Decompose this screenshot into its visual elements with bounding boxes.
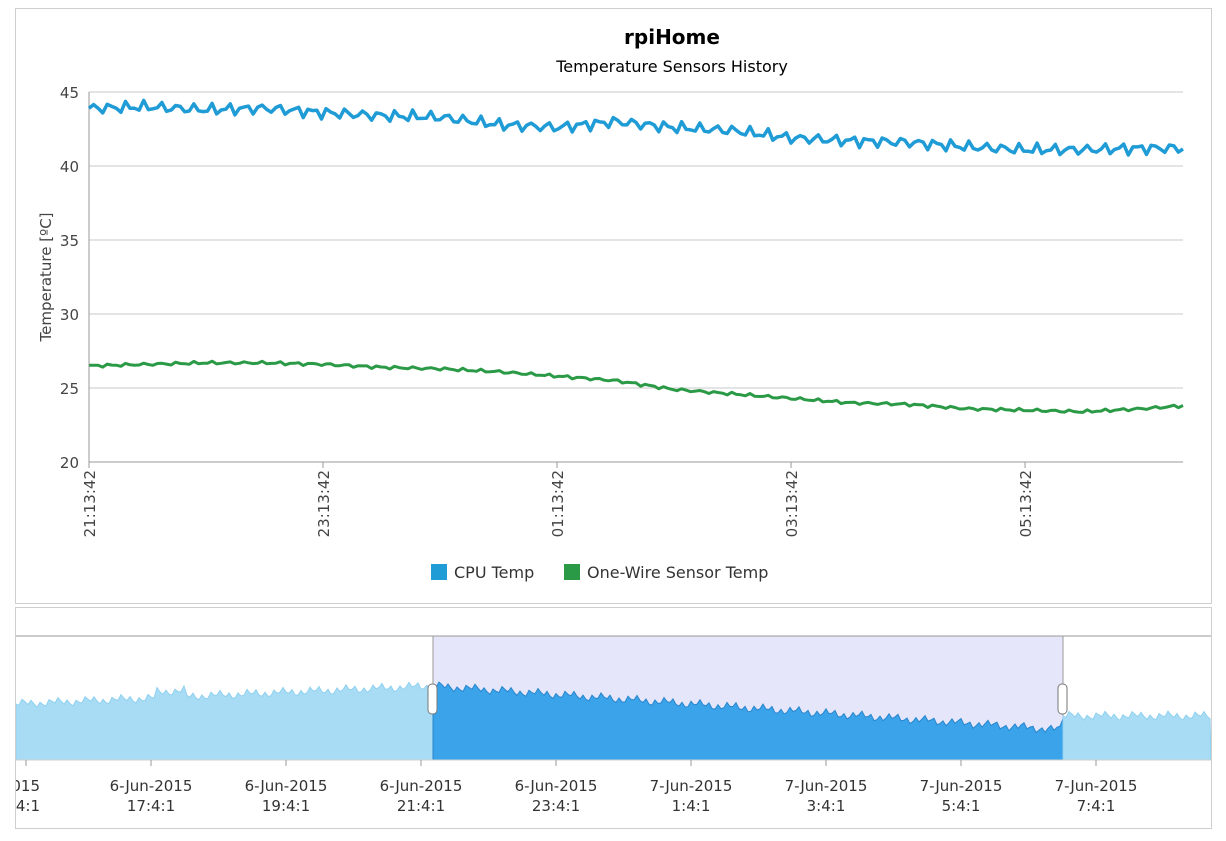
legend-item-one-wire-temp[interactable]: One-Wire Sensor Temp [564, 563, 768, 582]
legend-label-one-wire: One-Wire Sensor Temp [587, 563, 768, 582]
series-line-cpu-temp [89, 100, 1183, 155]
x-tick-label: 05:13:42 [1017, 470, 1035, 537]
range-navigator[interactable]: -2015 4:1 6-Jun-2015 17:4:1 6-Jun-2015 19:4:1… [15, 607, 1212, 829]
navigator-label-time: 21:4:1 [397, 797, 445, 815]
navigator-label-date: 7-Jun-2015 [785, 777, 868, 795]
navigator-left-handle[interactable] [428, 684, 437, 714]
series-lines [89, 100, 1183, 412]
legend[interactable]: CPU Temp One-Wire Sensor Temp [431, 563, 768, 582]
navigator-label-date: -2015 [16, 777, 40, 795]
navigator-label-date: 7-Jun-2015 [920, 777, 1003, 795]
y-tick-label: 30 [60, 306, 79, 324]
navigator-label-date: 6-Jun-2015 [515, 777, 598, 795]
chart-title: rpiHome [624, 25, 720, 49]
legend-swatch-one-wire [564, 564, 580, 580]
navigator-label-date: 6-Jun-2015 [110, 777, 193, 795]
navigator-area-left [16, 682, 433, 760]
navigator-axis-labels: -2015 4:1 6-Jun-2015 17:4:1 6-Jun-2015 19:4:1… [16, 760, 1137, 815]
navigator-label-date: 6-Jun-2015 [380, 777, 463, 795]
navigator-right-handle[interactable] [1058, 684, 1067, 714]
navigator-label-time: 7:4:1 [1077, 797, 1116, 815]
x-tick-label: 21:13:42 [81, 470, 99, 537]
legend-label-cpu: CPU Temp [454, 563, 534, 582]
navigator-label-time: 1:4:1 [672, 797, 711, 815]
navigator-label-date: 7-Jun-2015 [650, 777, 733, 795]
temperature-chart: rpiHome Temperature Sensors History Temp… [16, 9, 1211, 603]
x-tick-labels: 21:13:42 23:13:42 01:13:42 03:13:42 05:13:42 [81, 462, 1035, 537]
chart-subtitle: Temperature Sensors History [555, 57, 788, 76]
y-tick-label: 40 [60, 158, 79, 176]
y-axis-label: Temperature [ºC] [37, 212, 55, 342]
legend-swatch-cpu [431, 564, 447, 580]
x-tick-label: 01:13:42 [549, 470, 567, 537]
navigator-label-time: 23:4:1 [532, 797, 580, 815]
x-tick-label: 23:13:42 [315, 470, 333, 537]
navigator-label-date: 6-Jun-2015 [245, 777, 328, 795]
y-tick-label: 45 [60, 84, 79, 102]
x-tick-label: 03:13:42 [783, 470, 801, 537]
navigator-label-time: 19:4:1 [262, 797, 310, 815]
chart-panel: rpiHome Temperature Sensors History Temp… [15, 8, 1212, 604]
navigator-label-date: 7-Jun-2015 [1055, 777, 1138, 795]
navigator-area-right [1063, 711, 1211, 760]
y-tick-label: 25 [60, 380, 79, 398]
navigator-label-time: 4:1 [16, 797, 40, 815]
y-tick-labels: 20 25 30 35 40 45 [60, 84, 79, 472]
navigator-label-time: 17:4:1 [127, 797, 175, 815]
y-tick-label: 35 [60, 232, 79, 250]
navigator-label-time: 5:4:1 [942, 797, 981, 815]
navigator-chart[interactable]: -2015 4:1 6-Jun-2015 17:4:1 6-Jun-2015 19:4:1… [16, 608, 1211, 828]
y-tick-label: 20 [60, 454, 79, 472]
legend-item-cpu-temp[interactable]: CPU Temp [431, 563, 534, 582]
series-line-one-wire-temp [89, 361, 1183, 412]
navigator-label-time: 3:4:1 [807, 797, 846, 815]
